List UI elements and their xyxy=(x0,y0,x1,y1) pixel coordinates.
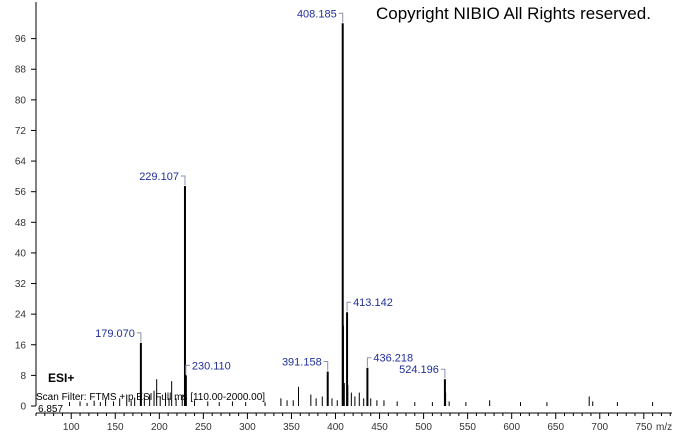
peak-label: 229.107 xyxy=(139,171,179,183)
y-tick-label: 16 xyxy=(15,340,27,351)
peak-label: 436.218 xyxy=(373,353,413,365)
peak-label-bracket xyxy=(185,364,190,375)
peak-label: 408.185 xyxy=(297,8,337,20)
ionization-label: ESI+ xyxy=(48,371,74,385)
y-tick-label: 48 xyxy=(15,218,27,229)
x-tick-label: 650 xyxy=(547,422,564,433)
x-tick-label: 200 xyxy=(151,422,168,433)
x-axis-label: m/z xyxy=(656,422,672,433)
peak-label-bracket xyxy=(366,357,372,367)
y-axis: 0 8 16 24 32 40 48 56 64 72 80 88 96 xyxy=(15,2,37,413)
peak-label: 179.070 xyxy=(95,328,135,340)
y-tick-label: 80 xyxy=(15,95,27,106)
y-tick-label: 0 xyxy=(20,402,26,413)
peak-label: 413.142 xyxy=(353,297,393,309)
x-tick-label: 350 xyxy=(283,422,300,433)
y-tick-label: 32 xyxy=(15,279,27,290)
base-intensity-text: 6.857 xyxy=(38,404,63,415)
peak-label-bracket xyxy=(180,175,186,185)
x-tick-label: 100 xyxy=(63,422,80,433)
y-tick-label: 64 xyxy=(15,157,27,168)
scan-filter-text: Scan Filter: FTMS + p ESI Full ms [110.0… xyxy=(36,392,265,403)
x-tick-label: 450 xyxy=(371,422,388,433)
peak-label: 524.196 xyxy=(399,364,439,376)
peak-label-bracket xyxy=(136,332,142,342)
x-tick-label: 750 xyxy=(635,422,652,433)
y-tick-label: 56 xyxy=(15,187,27,198)
peak-label: 230.110 xyxy=(192,360,231,372)
x-tick-label: 700 xyxy=(591,422,608,433)
y-tick-label: 40 xyxy=(15,248,27,259)
peak-label-bracket xyxy=(338,12,344,23)
labeled-peaks: 179.070 229.107 230.110 391.158 408.185 413.1… xyxy=(95,8,446,406)
x-tick-label: 150 xyxy=(107,422,124,433)
copyright-notice: Copyright NIBIO All Rights reserved. xyxy=(376,4,651,23)
y-tick-label: 24 xyxy=(15,310,27,321)
peak-label-bracket xyxy=(323,361,329,371)
x-tick-label: 550 xyxy=(459,422,476,433)
y-tick-label: 72 xyxy=(15,126,27,137)
x-tick-label: 500 xyxy=(415,422,432,433)
peak-label-bracket xyxy=(440,368,446,379)
x-tick-label: 600 xyxy=(503,422,520,433)
y-tick-label: 8 xyxy=(20,371,26,382)
y-tick-label: 88 xyxy=(15,65,27,76)
x-tick-label: 300 xyxy=(239,422,256,433)
peak-label-bracket xyxy=(346,301,352,312)
peak-label: 391.158 xyxy=(282,357,322,369)
x-tick-label: 250 xyxy=(195,422,212,433)
x-axis: 100 150 200 250 300 350 400 450 500 550 600 650 700 7… xyxy=(35,412,672,433)
x-tick-label: 400 xyxy=(327,422,344,433)
y-tick-label: 96 xyxy=(15,34,27,45)
